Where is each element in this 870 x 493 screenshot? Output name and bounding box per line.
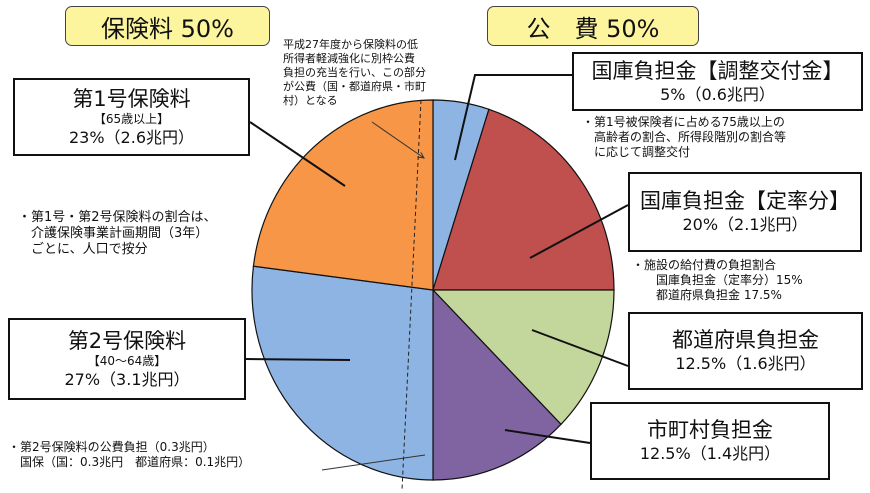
leader-teiritsu [529, 204, 629, 259]
leader-dai1 [249, 121, 346, 187]
label-value: 20%（2.1兆円） [682, 215, 808, 234]
label-todofuken: 都道府県負担金 12.5%（1.6兆円） [628, 312, 863, 390]
label-dai1: 第1号保険料 【65歳以上】 23%（2.6兆円） [13, 78, 250, 156]
leader-dai2 [245, 358, 351, 361]
label-teiritsu: 国庫負担金【定率分】 20%（2.1兆円） [628, 172, 862, 252]
label-title: 国庫負担金【調整交付金】 [591, 58, 844, 83]
header-public: 公 費 50% [487, 6, 699, 46]
label-title: 市町村負担金 [647, 418, 773, 442]
label-title: 都道府県負担金 [672, 328, 819, 352]
label-title: 第1号保険料 [72, 86, 191, 111]
dashed-boundary-line [401, 99, 422, 491]
pie-slice-3 [432, 288, 562, 481]
note-dai2-public: ・第2号保険料の公費負担（0.3兆円） 国保（国：0.3兆円 都道府県：0.1兆… [8, 440, 251, 469]
pie-slice-5 [252, 99, 434, 291]
label-value: 12.5%（1.6兆円） [675, 354, 816, 373]
label-value: 23%（2.6兆円） [68, 127, 194, 147]
label-chosei: 国庫負担金【調整交付金】 5%（0.6兆円） [572, 52, 863, 111]
label-sub: 【65歳以上】 [93, 111, 170, 126]
leader-shichoson [504, 429, 591, 444]
label-title: 第2号保険料 [67, 328, 187, 353]
label-title: 国庫負担金【定率分】 [640, 189, 850, 213]
pie-slice-4 [251, 265, 434, 481]
pie-slice-1 [432, 108, 615, 291]
leader-chosei [454, 74, 572, 161]
arrow-top-note [371, 121, 424, 158]
note-shisetsu: ・施設の給付費の負担割合 国庫負担金（定率分）15% 都道府県負担金 17.5% [632, 258, 803, 302]
label-value: 12.5%（1.4兆円） [639, 444, 781, 463]
label-shichoson: 市町村負担金 12.5%（1.4兆円） [590, 402, 830, 480]
note-chosei: ・第1号被保険者に占める75歳以上の 高齢者の割合、所得段階別の割合等 に応じて… [582, 115, 787, 159]
leader-dai2-public [321, 454, 426, 471]
label-value: 27%（3.1兆円） [64, 369, 190, 389]
label-sub: 【40～64歳】 [87, 353, 167, 368]
pie-slice-2 [431, 289, 615, 426]
note-top: 平成27年度から保険料の低 所得者軽減強化に別枠公費 負担の充当を行い、この部分… [283, 38, 426, 107]
label-value: 5%（0.6兆円） [660, 84, 775, 104]
note-ratio: ・第1号・第2号保険料の割合は、 介護保険事業計画期間（3年） ごとに、人口で按… [18, 210, 217, 257]
label-dai2: 第2号保険料 【40～64歳】 27%（3.1兆円） [8, 318, 246, 400]
leader-todofuken [531, 329, 629, 367]
header-insurance: 保険料 50% [65, 6, 270, 46]
